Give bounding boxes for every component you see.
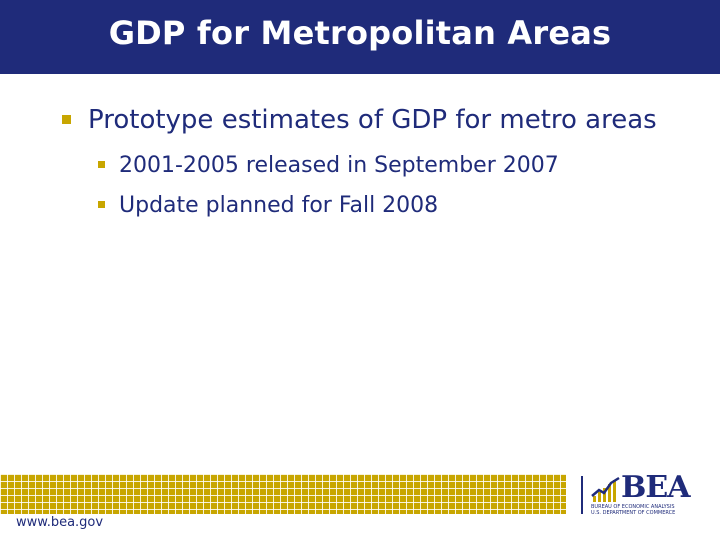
bullet-text: Prototype estimates of GDP for metro are… <box>88 105 657 135</box>
bullet-list: Prototype estimates of GDP for metro are… <box>62 103 682 233</box>
bullet-marker-icon <box>62 115 71 124</box>
sub-bullet-item: 2001-2005 released in September 2007 <box>98 153 682 193</box>
footer-url[interactable]: www.bea.gov <box>16 515 104 530</box>
slide-title: GDP for Metropolitan Areas <box>108 14 612 52</box>
sub-bullet-item: Update planned for Fall 2008 <box>98 193 682 233</box>
title-bar: GDP for Metropolitan Areas <box>0 0 720 74</box>
bea-logo-mark-icon <box>591 474 621 504</box>
footer-grid-band <box>0 474 566 514</box>
sub-bullet-marker-icon <box>98 161 105 168</box>
sub-bullet-text: 2001-2005 released in September 2007 <box>119 153 559 178</box>
logo-department: U.S. DEPARTMENT OF COMMERCE <box>591 510 676 516</box>
sub-bullet-list: 2001-2005 released in September 2007 Upd… <box>98 153 682 233</box>
sub-bullet-text: Update planned for Fall 2008 <box>119 193 439 218</box>
bullet-item: Prototype estimates of GDP for metro are… <box>62 103 682 137</box>
bea-logo: BEA BUREAU OF ECONOMIC ANALYSIS U.S. DEP… <box>591 470 696 520</box>
logo-subtitle: BUREAU OF ECONOMIC ANALYSIS <box>591 504 675 510</box>
logo-name: BEA <box>621 470 690 505</box>
sub-bullet-marker-icon <box>98 201 105 208</box>
logo-divider <box>581 476 583 514</box>
